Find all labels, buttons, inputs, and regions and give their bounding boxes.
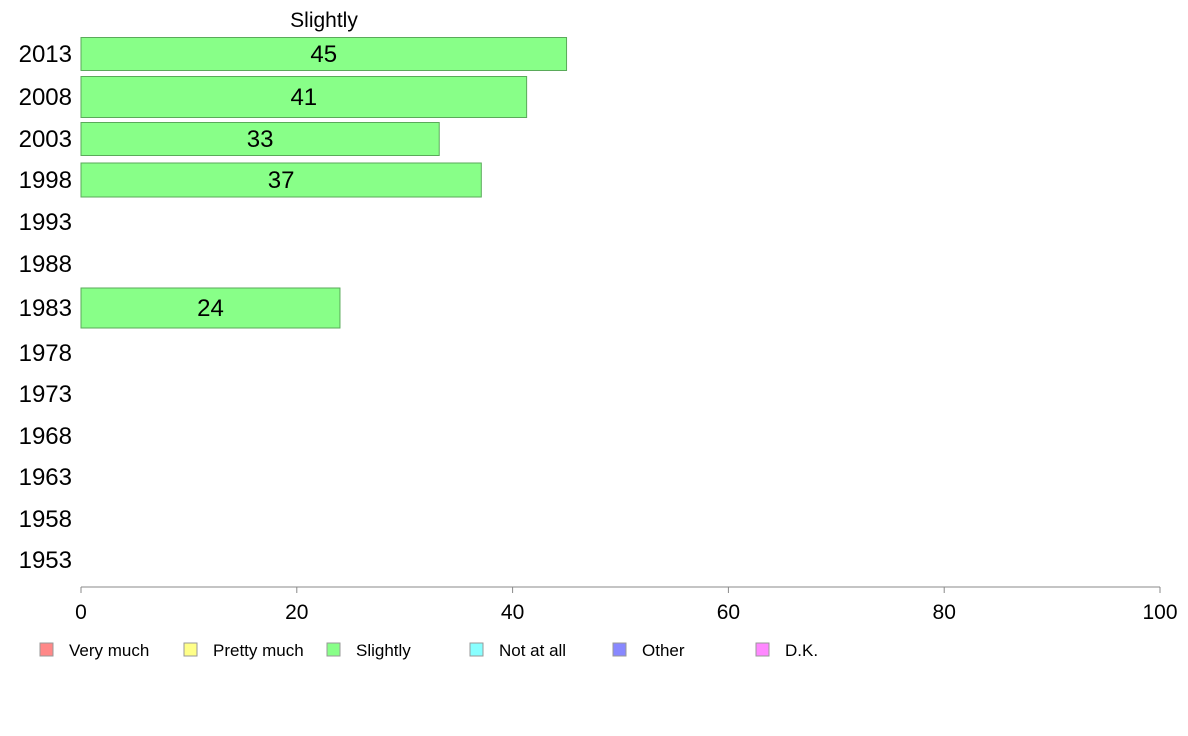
year-label: 1968 <box>19 423 72 450</box>
year-label: 1973 <box>19 381 72 408</box>
bar-value-label: 24 <box>197 295 224 322</box>
bar <box>80 162 482 198</box>
bar-labels: 45 41 33 37 24 <box>197 41 337 322</box>
legend-label: Other <box>642 641 685 660</box>
bar <box>80 122 440 156</box>
legend-label: Very much <box>69 641 149 660</box>
bar <box>80 287 341 329</box>
legend-label: D.K. <box>785 641 818 660</box>
bar-value-label: 37 <box>268 167 295 194</box>
year-label: 1993 <box>19 209 72 236</box>
x-tick-label: 0 <box>75 601 87 624</box>
bar <box>80 37 568 71</box>
legend-label: Pretty much <box>213 641 304 660</box>
legend-swatch <box>612 642 627 657</box>
bar-value-label: 41 <box>290 84 317 111</box>
year-label: 1963 <box>19 464 72 491</box>
x-tick-label: 60 <box>717 601 740 624</box>
bar <box>80 76 528 118</box>
year-label: 2013 <box>19 41 72 68</box>
year-label: 2003 <box>19 126 72 153</box>
year-label: 2008 <box>19 84 72 111</box>
bars <box>80 37 568 329</box>
legend: Very much Pretty much Slightly Not at all Ot… <box>39 641 818 660</box>
x-tick-label: 40 <box>501 601 524 624</box>
year-label: 1953 <box>19 547 72 574</box>
x-tick-label: 20 <box>285 601 308 624</box>
year-label: 1958 <box>19 506 72 533</box>
bar-value-label: 45 <box>310 41 337 68</box>
year-label: 1998 <box>19 167 72 194</box>
x-axis: 0 20 40 60 80 100 <box>75 586 1178 624</box>
legend-swatch <box>326 642 341 657</box>
year-label: 1983 <box>19 295 72 322</box>
legend-label: Slightly <box>356 641 411 660</box>
legend-swatch <box>755 642 770 657</box>
legend-swatch <box>183 642 198 657</box>
year-label: 1978 <box>19 340 72 367</box>
legend-swatch <box>39 642 54 657</box>
x-tick-label: 80 <box>933 601 956 624</box>
x-tick-label: 100 <box>1142 601 1177 624</box>
chart-title: Slightly <box>290 9 358 32</box>
year-labels: 2013 2008 2003 1998 1993 1988 1983 1978 1973 1968… <box>19 41 72 574</box>
legend-label: Not at all <box>499 641 566 660</box>
year-label: 1988 <box>19 251 72 278</box>
bar-value-label: 33 <box>247 126 274 153</box>
legend-swatch <box>469 642 484 657</box>
